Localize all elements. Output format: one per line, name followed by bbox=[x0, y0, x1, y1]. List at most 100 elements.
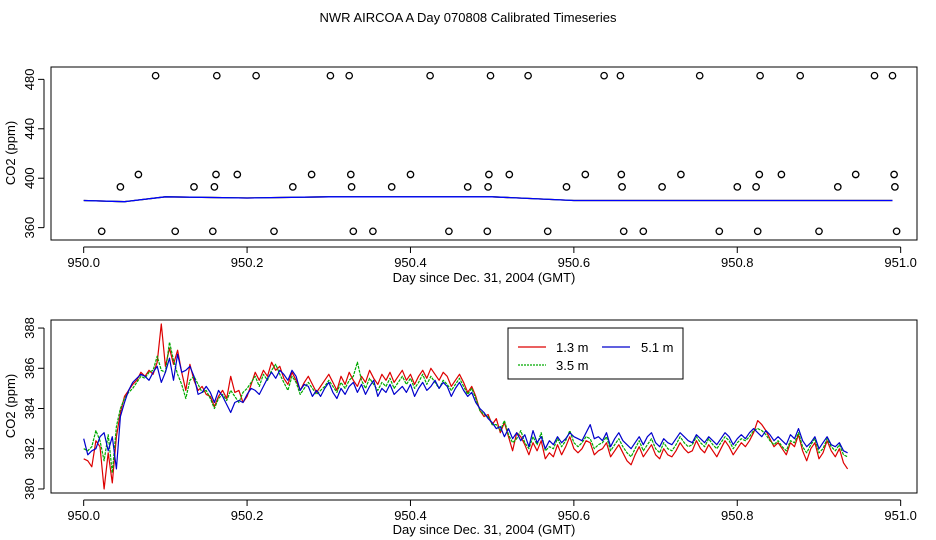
line-x-tick-label: 950.2 bbox=[231, 508, 264, 523]
legend: 1.3 m 5.1 m 3.5 m bbox=[507, 327, 684, 380]
data-point bbox=[426, 71, 434, 80]
data-point bbox=[151, 71, 160, 80]
data-point bbox=[252, 71, 260, 80]
data-point bbox=[483, 227, 492, 236]
scatter-x-tick-label: 950.0 bbox=[67, 255, 100, 270]
series-line bbox=[83, 353, 848, 470]
scatter-y-tick-label: 400 bbox=[22, 167, 37, 189]
scatter-x-tick-label: 950.8 bbox=[721, 255, 754, 270]
line-y-tick-label: 380 bbox=[22, 478, 37, 500]
legend-label-5-1m: 5.1 m bbox=[641, 340, 674, 355]
scatter-x-tick-label: 951.0 bbox=[884, 255, 917, 270]
data-point bbox=[543, 227, 552, 236]
data-point bbox=[733, 183, 742, 191]
line-y-tick-label: 386 bbox=[22, 357, 37, 379]
figure-title: NWR AIRCOA A Day 070808 Calibrated Times… bbox=[320, 10, 617, 25]
scatter-y-axis: 360 400 440 480 bbox=[22, 69, 45, 239]
line-y-tick-label: 384 bbox=[22, 398, 37, 420]
data-point bbox=[288, 183, 297, 191]
data-point bbox=[445, 227, 453, 236]
data-point bbox=[756, 71, 764, 80]
data-point bbox=[695, 71, 704, 80]
line-x-tick-label: 950.4 bbox=[394, 508, 427, 523]
data-point bbox=[892, 227, 901, 236]
legend-label-3-5m: 3.5 m bbox=[556, 358, 589, 373]
line-panel: 950.0 950.2 950.4 950.6 950.8 951.0 380 382 384… bbox=[3, 317, 918, 537]
data-point bbox=[639, 227, 648, 236]
line-x-tick-label: 951.0 bbox=[884, 508, 917, 523]
legend-label-1-3m: 1.3 m bbox=[556, 340, 589, 355]
scatter-y-tick-label: 360 bbox=[22, 217, 37, 239]
scatter-x-axis: 950.0 950.2 950.4 950.6 950.8 951.0 bbox=[67, 246, 917, 270]
data-point bbox=[616, 71, 625, 80]
data-point bbox=[777, 170, 786, 179]
data-point bbox=[617, 170, 626, 179]
data-point bbox=[171, 227, 180, 236]
data-point bbox=[833, 183, 842, 191]
data-point bbox=[658, 183, 666, 191]
data-point bbox=[562, 183, 571, 191]
data-point bbox=[677, 170, 685, 179]
data-point bbox=[870, 71, 879, 80]
series-line bbox=[83, 341, 848, 474]
data-point bbox=[815, 227, 823, 236]
baseline-line bbox=[83, 196, 893, 203]
data-point bbox=[619, 227, 628, 236]
data-point bbox=[134, 170, 143, 179]
data-point bbox=[346, 170, 355, 179]
scatter-x-tick-label: 950.2 bbox=[231, 255, 264, 270]
line-y-tick-label: 382 bbox=[22, 438, 37, 460]
data-point bbox=[345, 71, 354, 80]
scatter-panel: 950.0 950.2 950.4 950.6 950.8 951.0 360 400 440… bbox=[3, 66, 918, 285]
line-x-tick-label: 950.0 bbox=[67, 508, 100, 523]
scatter-x-tick-label: 950.6 bbox=[558, 255, 591, 270]
line-x-tick-label: 950.8 bbox=[721, 508, 754, 523]
data-point bbox=[387, 183, 396, 191]
data-point bbox=[347, 183, 356, 191]
data-point bbox=[484, 183, 492, 191]
data-point bbox=[208, 227, 217, 236]
scatter-x-label: Day since Dec. 31, 2004 (GMT) bbox=[393, 270, 576, 285]
data-point bbox=[891, 183, 899, 191]
data-point bbox=[581, 170, 590, 179]
line-x-axis: 950.0 950.2 950.4 950.6 950.8 951.0 bbox=[67, 499, 917, 523]
scatter-x-tick-label: 950.4 bbox=[394, 255, 427, 270]
data-point bbox=[463, 183, 472, 191]
line-plot-frame bbox=[50, 319, 918, 494]
data-point bbox=[752, 183, 760, 191]
data-point bbox=[369, 227, 377, 236]
data-point bbox=[485, 170, 493, 179]
line-y-label: CO2 (ppm) bbox=[3, 374, 18, 438]
line-x-tick-label: 950.6 bbox=[558, 508, 591, 523]
series-line bbox=[83, 323, 849, 490]
data-point bbox=[753, 227, 762, 236]
data-point bbox=[406, 170, 415, 179]
scatter-plot-frame bbox=[50, 66, 918, 241]
data-point bbox=[270, 227, 278, 236]
data-point bbox=[524, 71, 532, 80]
data-point bbox=[212, 71, 221, 80]
data-point bbox=[505, 170, 514, 179]
data-point bbox=[116, 183, 125, 191]
line-y-tick-label: 388 bbox=[22, 317, 37, 339]
data-point bbox=[190, 183, 198, 191]
scatter-baseline-lines bbox=[83, 196, 893, 203]
data-point bbox=[233, 170, 242, 179]
scatter-points bbox=[97, 71, 901, 236]
scatter-y-label: CO2 (ppm) bbox=[3, 121, 18, 185]
data-point bbox=[97, 227, 106, 236]
data-point bbox=[210, 183, 219, 191]
scatter-y-tick-label: 480 bbox=[22, 69, 37, 91]
data-point bbox=[349, 227, 358, 236]
line-x-label: Day since Dec. 31, 2004 (GMT) bbox=[393, 522, 576, 537]
data-point bbox=[326, 71, 335, 80]
data-point bbox=[600, 71, 608, 80]
data-point bbox=[755, 170, 764, 179]
data-point bbox=[890, 170, 898, 179]
data-point bbox=[715, 227, 724, 236]
data-point bbox=[888, 71, 897, 80]
data-point bbox=[307, 170, 316, 179]
data-point bbox=[486, 71, 495, 80]
legend-box bbox=[507, 327, 684, 380]
